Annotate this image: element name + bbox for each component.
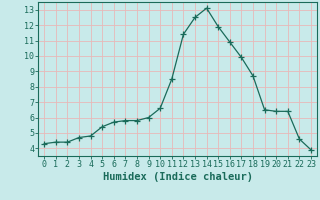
X-axis label: Humidex (Indice chaleur): Humidex (Indice chaleur) [103, 172, 252, 182]
